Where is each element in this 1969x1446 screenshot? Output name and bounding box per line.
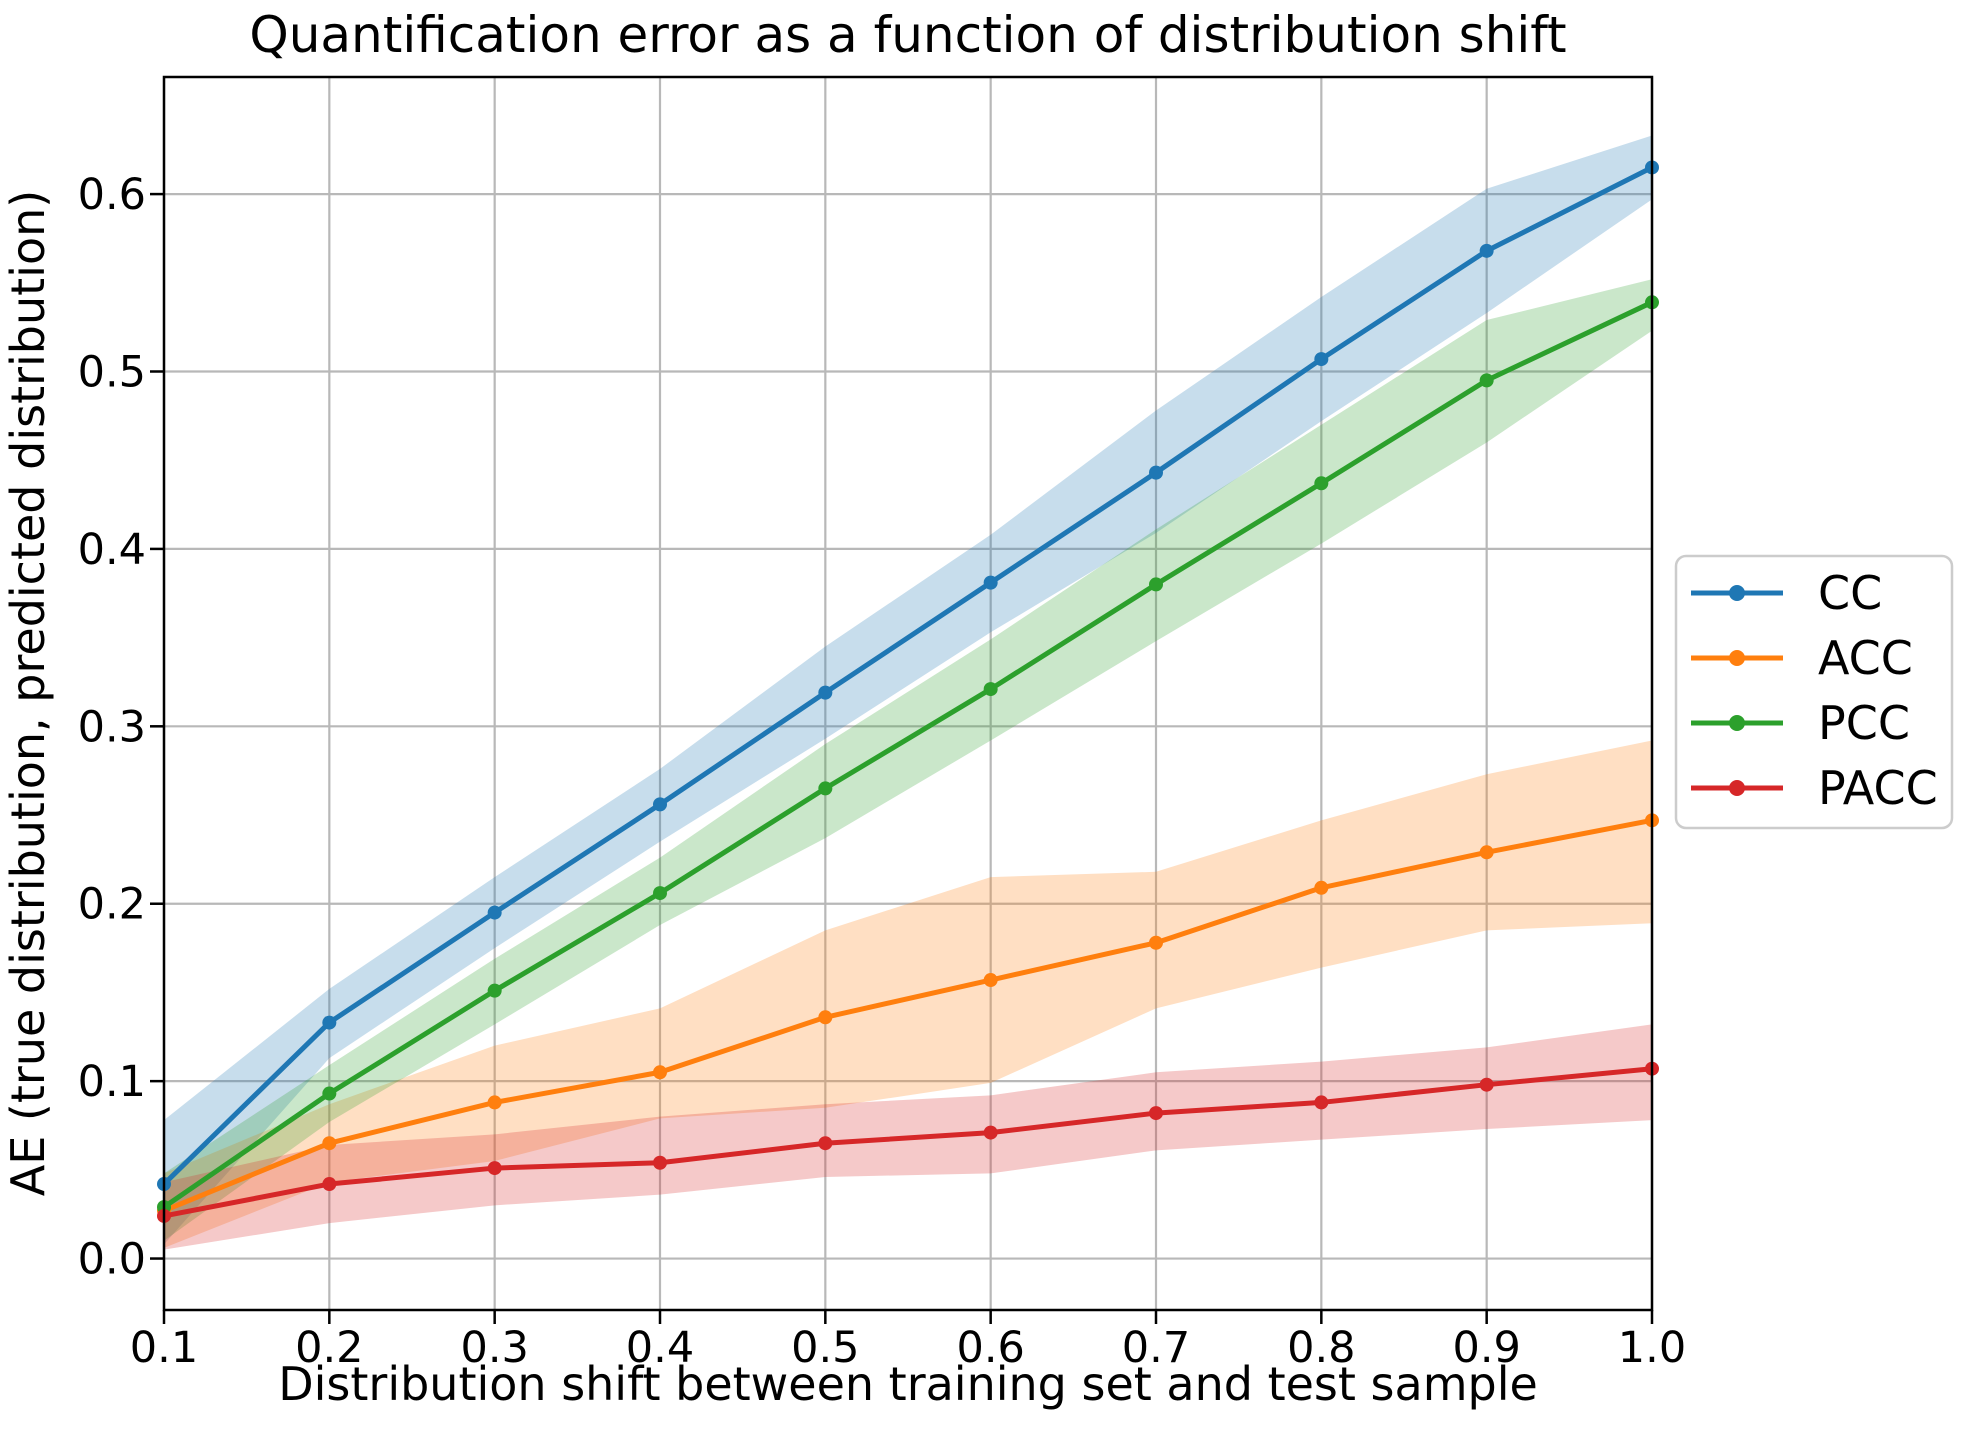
acc-marker <box>1479 845 1494 860</box>
legend-label-pcc: PCC <box>1818 696 1910 750</box>
legend-label-pacc: PACC <box>1818 761 1938 815</box>
x-tick-label: 0.6 <box>956 1323 1024 1373</box>
acc-marker <box>983 973 998 988</box>
y-axis-label: AE (true distribution, predicted distrib… <box>1 190 55 1196</box>
cc-marker <box>1729 585 1745 601</box>
pacc-marker <box>322 1177 337 1192</box>
pacc-marker <box>1479 1077 1494 1092</box>
x-tick-label: 0.4 <box>626 1323 694 1373</box>
acc-marker <box>818 1010 833 1025</box>
acc-marker <box>1149 935 1163 950</box>
acc-marker <box>1314 880 1329 895</box>
acc-marker <box>322 1136 337 1151</box>
pacc-marker <box>1314 1095 1329 1110</box>
acc-marker <box>487 1095 502 1110</box>
pacc-marker <box>487 1161 502 1176</box>
x-tick-label: 0.5 <box>791 1323 859 1373</box>
x-tick-label: 0.8 <box>1287 1323 1355 1373</box>
x-tick-label: 1.0 <box>1618 1323 1686 1373</box>
pacc-marker <box>1149 1106 1163 1121</box>
pcc-marker <box>487 983 502 998</box>
chart-title: Quantification error as a function of di… <box>249 6 1566 64</box>
acc-confidence-band <box>164 740 1652 1248</box>
pcc-marker <box>1314 476 1329 491</box>
pacc-marker <box>983 1125 998 1140</box>
pcc-marker <box>1479 373 1494 388</box>
pcc-marker <box>983 682 998 697</box>
acc-marker <box>1729 650 1745 666</box>
acc-line <box>161 817 1655 1214</box>
plot-area-background <box>164 77 1652 1310</box>
legend-entry-acc: ACC <box>1691 631 1913 685</box>
cc-confidence-band <box>164 135 1652 1245</box>
cc-line <box>161 164 1655 1187</box>
pcc-marker <box>322 1086 337 1101</box>
x-axis-label: Distribution shift between training set … <box>278 1357 1538 1411</box>
pcc-marker <box>1149 577 1163 592</box>
cc-marker <box>1149 465 1163 480</box>
x-tick-label: 0.2 <box>295 1323 363 1373</box>
y-tick-label: 0.0 <box>78 1235 146 1285</box>
y-tick-label: 0.1 <box>78 1057 146 1107</box>
pcc-confidence-band <box>164 279 1652 1241</box>
pacc-marker <box>1729 780 1745 796</box>
x-tick-label: 0.7 <box>1122 1323 1190 1373</box>
legend-box <box>1674 554 1954 830</box>
y-tick-label: 0.3 <box>78 702 146 752</box>
x-tick-label: 0.1 <box>130 1323 198 1373</box>
pcc-marker <box>1729 715 1745 731</box>
legend-entry-pacc: PACC <box>1691 761 1938 815</box>
y-tick-label: 0.6 <box>78 170 146 220</box>
pcc-marker <box>818 781 833 796</box>
cc-marker <box>1479 243 1494 258</box>
legend-label-cc: CC <box>1818 566 1882 620</box>
cc-marker <box>653 797 667 812</box>
pacc-line <box>161 1066 1655 1219</box>
cc-marker <box>1314 352 1329 367</box>
x-tick-label: 0.3 <box>460 1323 528 1373</box>
y-tick-label: 0.2 <box>78 880 146 930</box>
pacc-marker <box>818 1136 833 1151</box>
cc-marker <box>983 575 998 590</box>
axes-spines <box>162 75 1654 1312</box>
legend-entry-pcc: PCC <box>1691 696 1910 750</box>
y-tick-label: 0.5 <box>78 348 146 398</box>
cc-marker <box>487 905 502 920</box>
pcc-line <box>161 299 1655 1210</box>
legend-label-acc: ACC <box>1818 631 1913 685</box>
pacc-marker <box>653 1155 667 1170</box>
acc-marker <box>653 1065 667 1080</box>
cc-marker <box>322 1015 337 1030</box>
legend-entry-cc: CC <box>1691 566 1882 620</box>
axis-ticks: 0.1 0.2 0.3 0.4 0.5 0.6 0.7 0.8 0.9 1.0 0.0 0.1 0.2 0… <box>78 170 1687 1373</box>
y-tick-label: 0.4 <box>78 525 146 575</box>
cc-marker <box>818 685 833 700</box>
x-tick-label: 0.9 <box>1452 1323 1520 1373</box>
legend: CC ACC PCC PACC <box>1674 554 1954 830</box>
pcc-marker <box>653 886 667 901</box>
